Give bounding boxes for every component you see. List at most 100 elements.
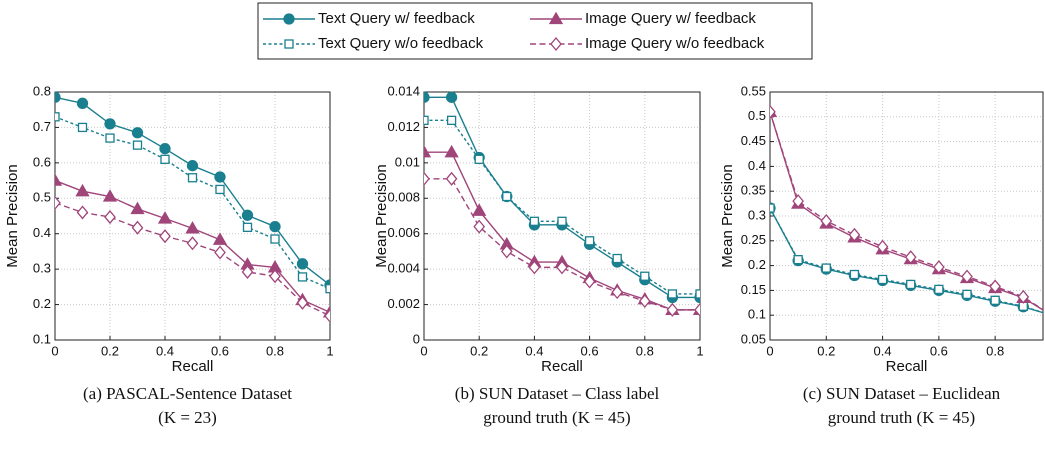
legend-marker (283, 13, 295, 25)
marker (160, 154, 170, 164)
marker (75, 183, 90, 197)
x-axis-label: Recall (886, 358, 928, 375)
marker (770, 104, 776, 119)
marker (159, 143, 171, 155)
marker (214, 245, 226, 260)
marker (157, 211, 173, 224)
x-axis-label: Recall (541, 358, 583, 375)
legend-label: Image Query w/o feedback (585, 35, 765, 52)
marker (102, 189, 118, 202)
y-tick-label: 0.5 (33, 190, 51, 205)
marker (792, 194, 804, 209)
marker (849, 269, 860, 280)
x-tick-label: 0.4 (874, 343, 892, 358)
marker (131, 127, 144, 139)
plot-series (55, 91, 330, 323)
marker (424, 91, 430, 103)
marker (76, 97, 89, 109)
y-tick-label: 0.3 (748, 207, 766, 222)
marker (132, 140, 143, 150)
marker (793, 254, 803, 265)
y-tick-label: 0.8 (33, 83, 51, 98)
marker (325, 283, 330, 294)
marker (667, 289, 678, 299)
x-tick-label: 1 (696, 343, 703, 358)
marker (131, 220, 144, 235)
marker (269, 220, 281, 233)
marker (556, 260, 568, 275)
y-tick-label: 0.3 (33, 261, 51, 276)
marker (820, 213, 833, 228)
y-tick-label: 0.6 (33, 154, 51, 169)
marker (770, 203, 775, 213)
plot-series (770, 104, 1043, 314)
marker (130, 201, 145, 215)
plot-area (424, 92, 700, 340)
x-tick-label: 0 (420, 343, 427, 358)
y-tick-label: 0.006 (387, 225, 420, 240)
x-tick-label: 0.6 (581, 343, 599, 358)
marker (270, 234, 280, 244)
marker (77, 122, 88, 133)
legend-marker (550, 36, 562, 52)
plot-area (55, 92, 330, 340)
marker (695, 289, 700, 299)
marker (583, 274, 596, 289)
caption: (K = 23) (158, 408, 217, 427)
x-tick-label: 0.4 (156, 343, 174, 358)
marker (557, 216, 567, 226)
marker (877, 274, 888, 285)
legend-box (257, 2, 813, 60)
x-tick-label: 0.6 (930, 343, 948, 358)
y-tick-label: 0.014 (387, 83, 420, 98)
marker (185, 221, 200, 234)
y-tick-label: 0.4 (748, 158, 766, 173)
y-tick-label: 0.2 (748, 257, 766, 272)
x-tick-label: 0.8 (266, 343, 284, 358)
marker (906, 279, 916, 290)
marker (212, 232, 228, 245)
series-line (770, 207, 1043, 314)
marker (990, 295, 1000, 305)
y-axis-label: Mean Precision (373, 164, 390, 267)
marker (104, 210, 116, 225)
marker (694, 302, 700, 317)
marker (424, 144, 432, 158)
marker (446, 115, 457, 125)
x-axis-label: Recall (172, 358, 214, 375)
y-tick-label: 0.002 (387, 296, 420, 311)
marker (297, 272, 308, 282)
marker (638, 294, 651, 309)
legend-label: Text Query w/ feedback (318, 10, 475, 27)
plot-border (423, 91, 701, 341)
y-axis-label: Mean Precision (4, 164, 21, 267)
y-tick-label: 0.4 (33, 225, 51, 240)
marker (55, 112, 60, 122)
marker (876, 239, 889, 254)
marker (424, 171, 430, 186)
x-tick-label: 0 (51, 343, 58, 358)
x-tick-label: 0.2 (470, 343, 488, 358)
marker (296, 295, 309, 310)
caption: ground truth (K = 45) (828, 408, 975, 427)
marker (500, 244, 513, 259)
marker (159, 229, 171, 244)
x-tick-label: 0.4 (525, 343, 543, 358)
marker (821, 263, 831, 273)
marker (904, 250, 917, 265)
y-tick-label: 0.1 (748, 307, 766, 322)
legend-marker (548, 11, 564, 25)
plot-series (424, 91, 700, 317)
marker (989, 279, 1001, 294)
marker (105, 133, 115, 143)
y-tick-label: 0.45 (741, 133, 766, 148)
y-tick-label: 0.01 (395, 154, 420, 169)
x-tick-label: 0 (766, 343, 773, 358)
marker (55, 195, 61, 210)
y-tick-label: 0.008 (387, 190, 420, 205)
marker (241, 209, 254, 221)
series-line (424, 178, 700, 311)
marker (961, 269, 973, 284)
x-tick-label: 1 (326, 343, 333, 358)
